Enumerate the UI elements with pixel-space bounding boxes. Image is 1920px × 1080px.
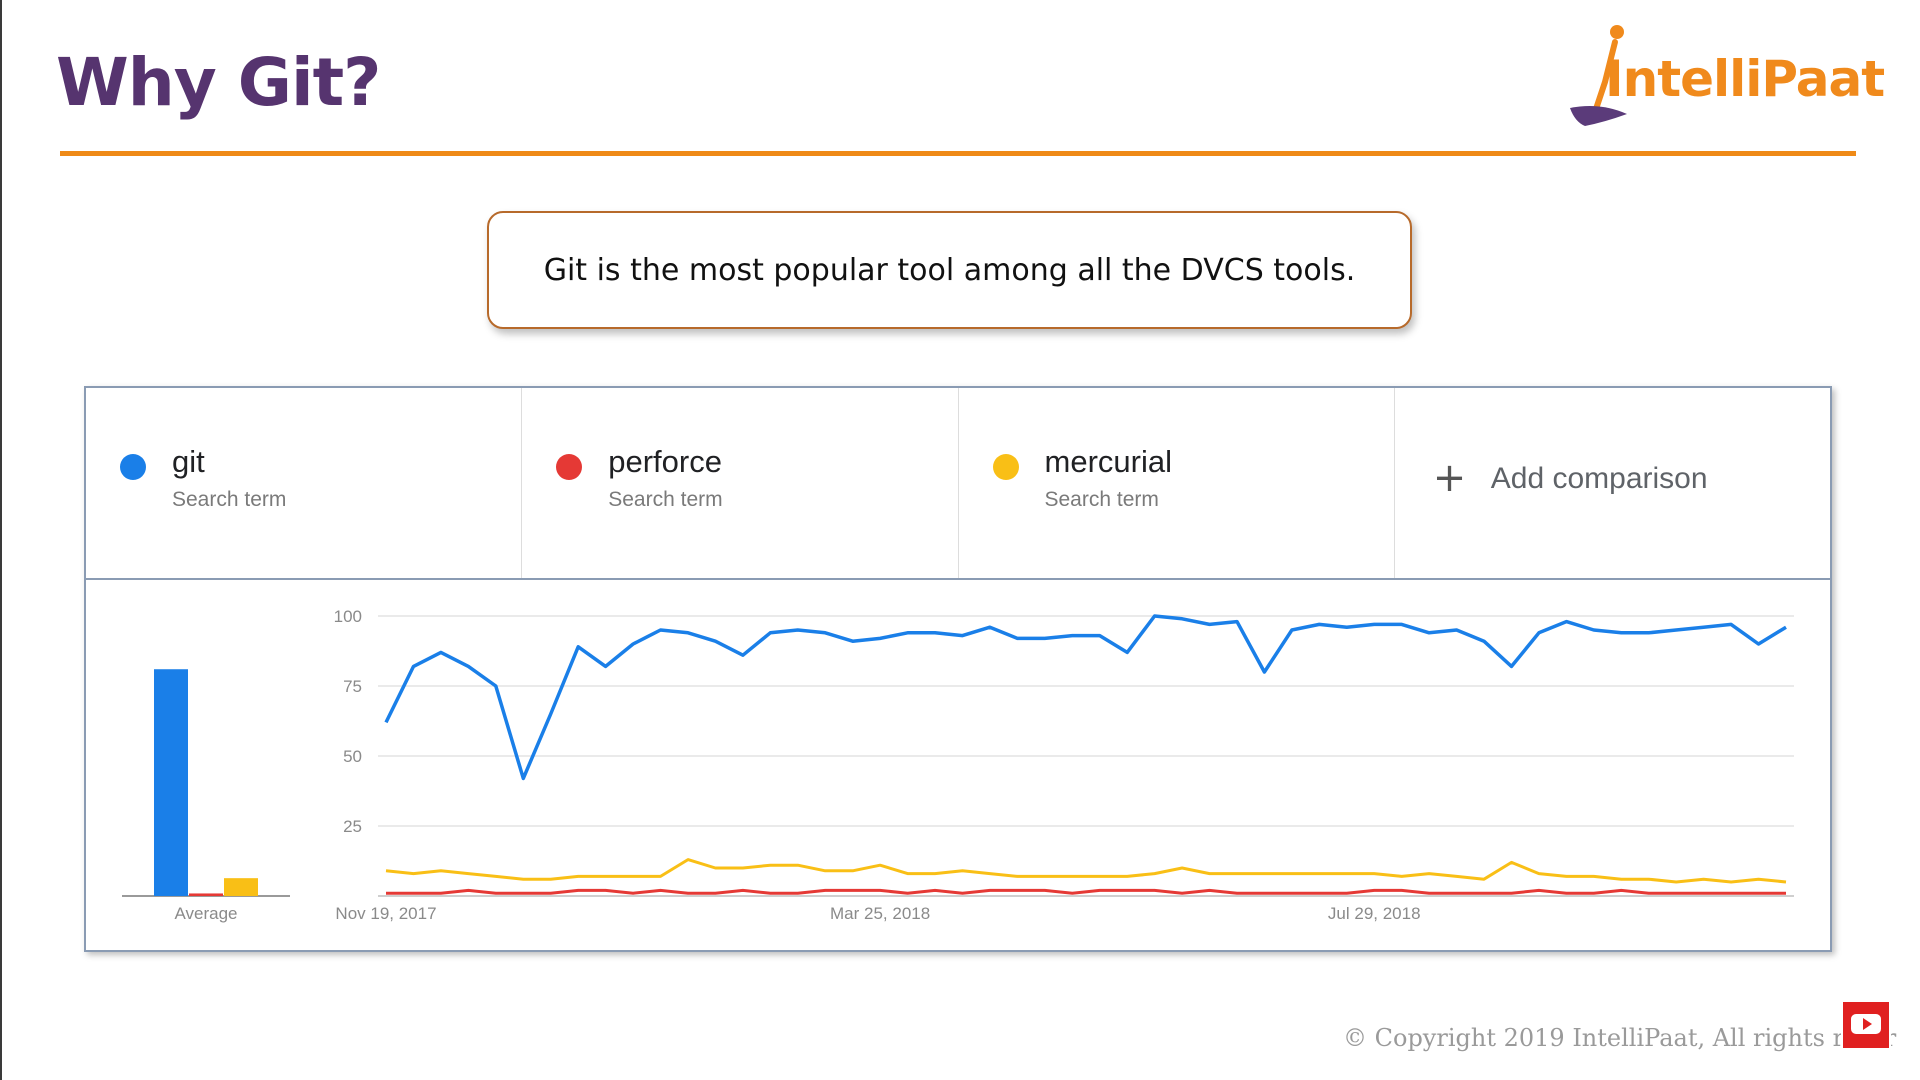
search-terms-row: git Search term perforce Search term mer… [86,388,1830,580]
average-label: Average [174,904,237,923]
term-name: mercurial [1044,444,1172,479]
series-line-mercurial [385,858,1787,884]
trends-chart: 25 50 75 100 Nov 19, 2017 Mar 25, 2018 Jul 29,… [122,607,1794,923]
term-subtitle: Search term [608,488,723,511]
average-bar-git [154,669,188,896]
intellipaat-logo: IntelliPaat [1565,22,1885,132]
trends-panel: git Search term perforce Search term mer… [84,386,1832,952]
youtube-subscribe-badge[interactable] [1841,1000,1891,1050]
logo-figure-icon [1570,25,1627,126]
term-subtitle: Search term [172,488,287,511]
callout-text: Git is the most popular tool among all t… [543,252,1356,288]
slide-title: Why Git? [56,44,381,121]
y-tick-label: 25 [343,817,362,836]
x-tick-label: Nov 19, 2017 [335,904,436,923]
add-comparison-label: Add comparison [1490,462,1708,495]
term-color-dot [992,454,1019,480]
copyright-text: © Copyright 2019 IntelliPaat, All rights… [1343,1024,1897,1052]
y-tick-label: 100 [334,607,362,626]
slide-left-border [0,0,2,1080]
average-bar-mercurial [224,878,258,896]
add-comparison-button[interactable]: + Add comparison [1395,388,1830,578]
term-card-perforce[interactable]: perforce Search term [522,388,959,578]
y-tick-label: 75 [343,677,362,696]
x-tick-label: Mar 25, 2018 [830,904,930,923]
term-card-git[interactable]: git Search term [86,388,523,578]
term-color-dot [556,454,583,480]
y-tick-label: 50 [343,747,362,766]
play-icon [1851,1014,1881,1034]
logo-text: IntelliPaat [1605,50,1885,108]
term-name: git [172,444,205,479]
callout-box: Git is the most popular tool among all t… [487,211,1412,329]
title-underline [60,151,1856,156]
x-tick-label: Jul 29, 2018 [1328,904,1421,923]
term-subtitle: Search term [1044,488,1159,511]
series-line-git [384,614,1787,781]
term-name: perforce [608,444,722,479]
series-line-perforce [386,888,1786,895]
term-color-dot [120,454,146,480]
plus-icon: + [1432,455,1467,501]
term-card-mercurial[interactable]: mercurial Search term [959,388,1395,578]
average-bar-perforce [189,893,223,896]
